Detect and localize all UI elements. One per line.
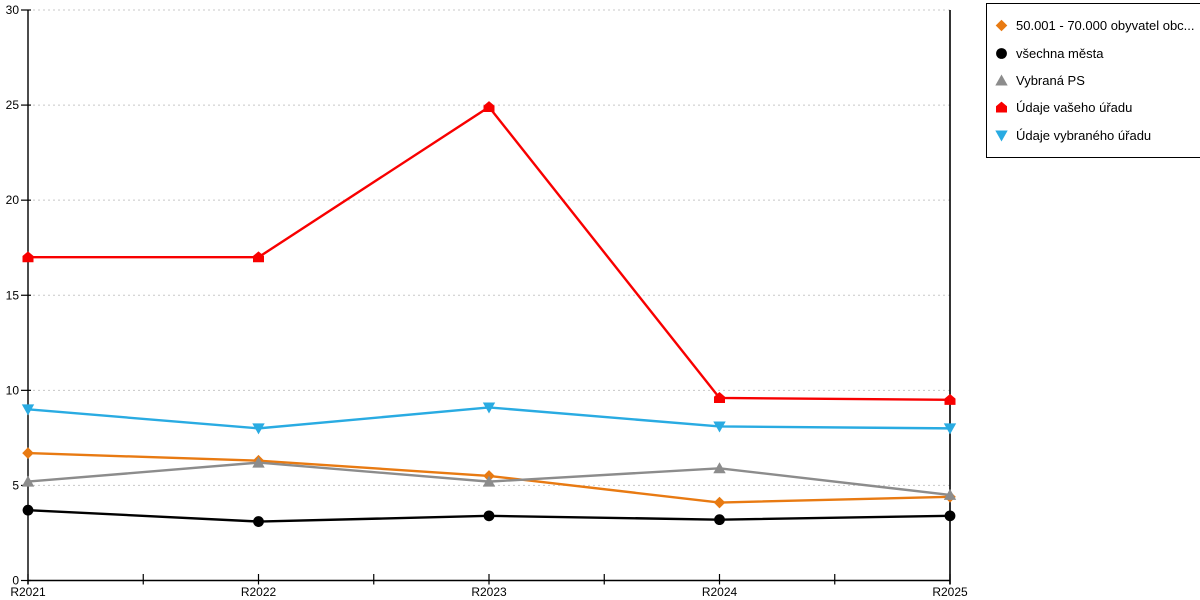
legend-item: Vybraná PS	[994, 73, 1199, 88]
x-axis-label: R2024	[702, 585, 738, 599]
legend-house-icon	[996, 101, 1007, 113]
data-point	[252, 456, 265, 468]
legend-item: Údaje vybraného úřadu	[994, 128, 1199, 143]
data-point	[714, 514, 725, 526]
data-point	[253, 516, 264, 527]
y-axis-label: 5	[12, 478, 19, 492]
x-axis-label: R2022	[241, 585, 277, 599]
y-axis-label: 15	[6, 288, 20, 302]
data-point	[252, 423, 265, 435]
diamond-marker-icon	[995, 20, 1008, 32]
triangle-down-marker-icon	[995, 130, 1008, 142]
y-axis-label: 30	[6, 3, 20, 17]
house-marker-icon	[996, 101, 1007, 113]
data-point	[253, 251, 264, 263]
y-axis-label: 25	[6, 98, 20, 112]
legend-triangle-up-icon	[995, 74, 1008, 86]
legend-item: Údaje vašeho úřadu	[994, 100, 1199, 115]
circle-marker-icon	[996, 47, 1007, 59]
legend-label: Údaje vašeho úřadu	[1016, 100, 1133, 116]
x-axis-label: R2021	[10, 585, 46, 599]
legend-label: všechna města	[1016, 45, 1104, 61]
data-point	[482, 475, 496, 487]
data-point	[713, 496, 726, 509]
series-line-3	[28, 105, 951, 402]
y-axis-label: 10	[6, 383, 20, 397]
legend-triangle-down-icon	[995, 130, 1008, 142]
data-point	[944, 393, 956, 405]
y-axis-label: 0	[12, 574, 19, 588]
legend-item: všechna města	[994, 46, 1199, 61]
legend-label: 50.001 - 70.000 obyvatel obc...	[1016, 18, 1195, 34]
legend-item: 50.001 - 70.000 obyvatel obc...	[994, 18, 1199, 33]
data-point	[482, 402, 496, 414]
triangle-up-marker-icon	[995, 74, 1008, 86]
y-axis-label: 20	[6, 193, 20, 207]
data-point	[944, 510, 956, 522]
data-point	[943, 488, 957, 500]
legend-diamond-icon	[995, 20, 1008, 32]
data-point	[22, 504, 34, 516]
legend-circle-icon	[996, 47, 1007, 59]
data-point	[713, 421, 726, 433]
data-point	[483, 101, 495, 112]
x-axis-label: R2025	[932, 585, 968, 599]
x-axis-label: R2023	[471, 585, 507, 599]
data-point	[483, 510, 495, 522]
line-chart: 0 5 10 15 20 25 30 R2021 R2022 R2023 R2024 R2025	[6, 3, 968, 599]
chart-legend: 50.001 - 70.000 obyvatel obc... všechna m…	[986, 3, 1200, 158]
legend-label: Vybraná PS	[1016, 72, 1085, 88]
legend-label: Údaje vybraného úřadu	[1016, 127, 1152, 143]
data-point	[22, 251, 34, 263]
data-point	[22, 447, 34, 459]
data-point	[713, 462, 726, 474]
data-point	[21, 404, 35, 416]
data-point	[21, 475, 35, 487]
data-point	[714, 392, 725, 403]
data-point	[943, 423, 957, 435]
